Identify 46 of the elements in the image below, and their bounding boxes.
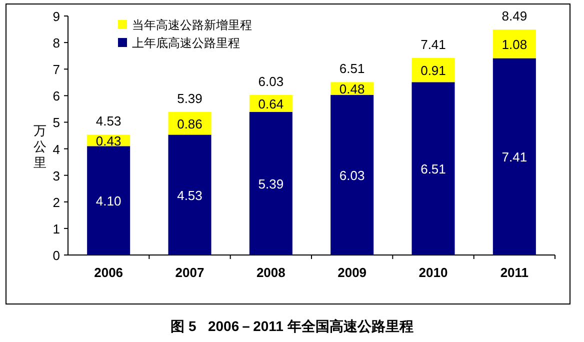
x-tick-label: 2010 (418, 265, 448, 280)
bar (87, 146, 130, 255)
data-label: 4.53 (177, 188, 202, 203)
bar (412, 58, 455, 82)
data-label: 5.39 (258, 176, 284, 192)
x-tick-label: 2009 (338, 265, 367, 280)
total-label: 8.49 (502, 8, 528, 24)
y-tick-label: 1 (52, 221, 60, 236)
total-label: 6.51 (339, 61, 365, 76)
bar (492, 58, 536, 255)
y-tick-label: 0 (52, 248, 60, 263)
bar (168, 134, 212, 255)
data-label: 0.64 (258, 96, 284, 112)
y-tick-label: 9 (52, 9, 60, 24)
data-label: 0.91 (420, 63, 446, 78)
y-tick-label: 3 (52, 168, 60, 184)
x-tick-label: 2011 (500, 265, 529, 280)
bar (412, 82, 455, 255)
data-label: 4.10 (96, 194, 122, 209)
x-tick-label: 2007 (175, 265, 204, 280)
bar (249, 112, 292, 255)
bar (330, 94, 374, 255)
x-tick-label: 2006 (94, 265, 124, 280)
data-label: 6.51 (420, 162, 446, 177)
total-label: 7.41 (420, 36, 446, 52)
data-label: 7.41 (502, 150, 528, 165)
y-axis-title: 万公里 (34, 123, 46, 170)
bar (492, 30, 536, 58)
y-tick-label: 7 (52, 62, 60, 78)
data-label: 0.86 (177, 116, 202, 132)
total-label: 4.53 (96, 114, 122, 129)
data-label: 6.03 (339, 168, 365, 183)
text: 图 5 2006－2011 年全国高速公路里程 (170, 318, 414, 334)
legend-label: 当年高速公路新增里程 (132, 18, 252, 32)
total-label: 5.39 (177, 90, 202, 106)
data-label: 0.48 (339, 81, 365, 96)
legend-label: 上年底高速公路里程 (132, 36, 240, 50)
data-label: 0.43 (96, 133, 122, 148)
data-label: 1.08 (502, 36, 528, 52)
y-tick-label: 2 (52, 194, 60, 210)
y-tick-label: 6 (52, 88, 60, 104)
x-tick-label: 2008 (256, 265, 286, 280)
y-tick-label: 8 (52, 36, 60, 51)
y-tick-label: 5 (52, 115, 60, 130)
y-tick-label: 4 (52, 142, 60, 157)
total-label: 6.03 (258, 74, 284, 89)
